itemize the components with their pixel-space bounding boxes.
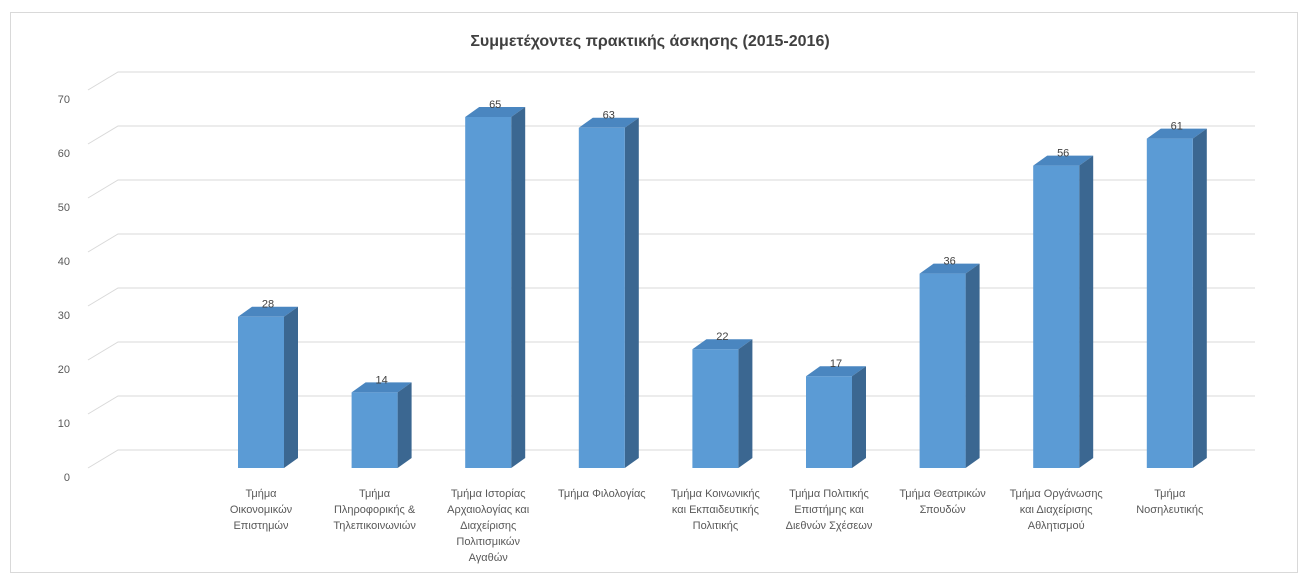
- data-label: 36: [943, 256, 955, 268]
- grid-line: [87, 179, 1255, 199]
- bar-front: [578, 127, 625, 469]
- bar: [238, 306, 298, 468]
- x-tick-label-line: και Εκπαιδευτικής: [672, 504, 759, 516]
- grid-line: [87, 449, 1255, 469]
- bar-front: [806, 376, 852, 468]
- bar-top: [465, 107, 526, 117]
- bar: [578, 117, 639, 469]
- x-tick-label-line: Τμήμα: [359, 488, 391, 500]
- data-label: 56: [1057, 148, 1069, 160]
- x-tick-label-line: Αγαθών: [469, 552, 509, 564]
- x-tick-label-line: Τμήμα Θεατρικών: [899, 488, 986, 500]
- x-tick-label: Τμήμα Φιλολογίας: [558, 488, 646, 500]
- y-tick-label: 20: [58, 364, 70, 376]
- x-tick-label-line: Επιστημών: [233, 520, 289, 532]
- y-tick-label: 0: [64, 472, 70, 484]
- bar-front: [465, 117, 512, 468]
- bar-side: [511, 107, 526, 468]
- chart-border: [10, 12, 1298, 573]
- x-tick-label: Τμήμα Θεατρικών Σπουδών: [899, 488, 986, 516]
- bar-side: [1079, 155, 1094, 468]
- bar: [919, 263, 980, 468]
- bar: [692, 339, 753, 468]
- bar-side: [965, 263, 980, 468]
- bar-side: [397, 382, 412, 468]
- x-tick-label-line: Επιστήμης και: [794, 504, 864, 516]
- bar-front: [692, 349, 739, 468]
- grid-line: [87, 71, 1255, 91]
- bar-top: [1146, 128, 1207, 139]
- bar: [1033, 155, 1094, 468]
- bar-top: [919, 263, 980, 274]
- bar-top: [351, 382, 412, 393]
- x-tick-label-line: Αθλητισμού: [1028, 520, 1085, 532]
- bar: [351, 382, 412, 468]
- x-tick-label-line: Διεθνών Σχέσεων: [786, 520, 873, 532]
- x-tick-label-line: Πολιτισμικών: [456, 536, 520, 548]
- x-tick-label-line: Τμήμα Πολιτικής: [789, 488, 869, 500]
- bar-side: [738, 339, 753, 468]
- data-label: 14: [375, 374, 387, 386]
- x-tick-label: Τμήμα Ιστορίας Αρχαιολογίας και Διαχείριση…: [447, 488, 530, 564]
- data-label: 17: [830, 358, 842, 370]
- y-tick-label: 70: [58, 94, 70, 106]
- bar-front: [1033, 165, 1080, 468]
- bar-front: [919, 273, 966, 468]
- x-tick-label: Τμήμα Πληροφορικής & Τηλεπικοινωνιών: [333, 488, 416, 532]
- bar: [465, 107, 526, 468]
- bar-top: [806, 366, 866, 377]
- x-tick-label-line: Τμήμα: [1154, 488, 1186, 500]
- bar-front: [351, 392, 398, 468]
- x-tick-label-line: και Διαχείρισης: [1020, 504, 1093, 516]
- x-tick-label: Τμήμα Νοσηλευτικής: [1136, 488, 1203, 516]
- x-tick-label-line: Τμήμα Κοινωνικής: [671, 488, 760, 500]
- grid-line: [87, 125, 1255, 145]
- data-label: 65: [489, 99, 501, 111]
- x-tick-label-line: Τμήμα Οργάνωσης: [1010, 488, 1103, 500]
- bar-side: [1192, 128, 1207, 468]
- data-label: 61: [1171, 121, 1183, 133]
- x-tick-label-line: Τηλεπικοινωνιών: [333, 520, 416, 532]
- x-tick-label-line: Τμήμα: [245, 488, 277, 500]
- grid-line: [87, 233, 1255, 253]
- data-label: 22: [716, 331, 728, 343]
- x-tick-label-line: Τμήμα Φιλολογίας: [558, 488, 646, 500]
- x-tick-label-line: Διαχείρισης: [460, 520, 516, 532]
- bar-top: [578, 117, 639, 128]
- y-tick-label: 40: [58, 256, 70, 268]
- bar-front: [1146, 138, 1193, 468]
- y-tick-label: 50: [58, 202, 70, 214]
- grid-line: [87, 287, 1255, 307]
- x-tick-label: Τμήμα Οργάνωσης και Διαχείρισης Αθλητισμού: [1010, 488, 1103, 532]
- bar-top: [238, 306, 298, 317]
- y-tick-label: 60: [58, 148, 70, 160]
- bar-top: [692, 339, 753, 350]
- x-tick-label-line: Πληροφορικής &: [334, 504, 416, 516]
- data-label: 63: [603, 110, 615, 122]
- x-tick-label-line: Οικονομικών: [230, 504, 293, 516]
- bar-side: [284, 306, 298, 468]
- chart-title: Συμμετέχοντες πρακτικής άσκησης (2015-20…: [470, 33, 829, 50]
- x-tick-label-line: Νοσηλευτικής: [1136, 504, 1203, 516]
- bar-side: [852, 366, 866, 468]
- x-tick-label-line: Σπουδών: [920, 504, 967, 516]
- grid-line: [87, 341, 1255, 361]
- x-tick-label: Τμήμα Κοινωνικής και Εκπαιδευτικής Πολιτικ…: [671, 488, 760, 532]
- x-tick-label-line: Αρχαιολογίας και: [447, 504, 530, 516]
- x-tick-label: Τμήμα Πολιτικής Επιστήμης και Διεθνών Σχέσ…: [786, 488, 873, 532]
- bar: [1146, 128, 1207, 468]
- y-tick-label: 10: [58, 418, 70, 430]
- y-tick-label: 30: [58, 310, 70, 322]
- bar-side: [624, 117, 639, 469]
- bar: [806, 366, 866, 468]
- x-tick-label-line: Πολιτικής: [693, 520, 739, 532]
- bar-front: [238, 316, 284, 468]
- x-tick-label: Τμήμα Οικονομικών Επιστημών: [230, 488, 293, 532]
- data-label: 28: [262, 299, 274, 311]
- bar-top: [1033, 155, 1094, 166]
- grid-line: [87, 395, 1255, 415]
- x-tick-label-line: Τμήμα Ιστορίας: [451, 488, 526, 500]
